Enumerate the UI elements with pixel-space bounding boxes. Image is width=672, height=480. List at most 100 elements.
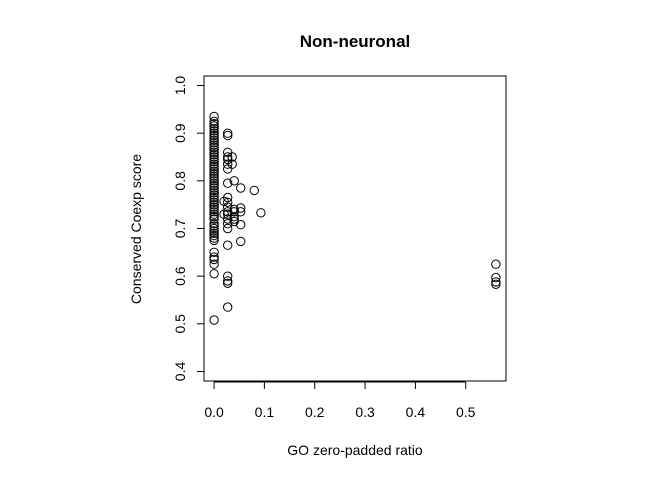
data-point	[223, 214, 233, 224]
data-point	[227, 152, 237, 162]
data-point	[209, 269, 219, 279]
x-tick-label: 0.5	[456, 404, 476, 420]
data-point	[209, 235, 219, 246]
data-point	[209, 147, 219, 158]
data-point	[229, 204, 239, 215]
data-point	[209, 180, 219, 191]
data-point	[209, 173, 219, 184]
data-point	[209, 207, 219, 217]
data-point	[209, 176, 219, 186]
data-point	[223, 152, 233, 162]
data-point	[219, 209, 229, 219]
data-point	[491, 279, 501, 289]
y-tick-label: 0.8	[172, 171, 188, 191]
data-point	[209, 192, 219, 203]
data-point	[209, 252, 219, 262]
data-point	[229, 214, 239, 224]
x-tick-label: 0.1	[255, 404, 275, 420]
data-point	[227, 159, 237, 169]
data-point	[209, 149, 219, 160]
data-point	[223, 223, 233, 234]
x-axis: 0.0 0.1 0.2 0.3 0.4 0.5	[204, 381, 476, 420]
data-point	[223, 197, 233, 208]
data-point	[256, 208, 266, 218]
data-point	[236, 236, 246, 247]
data-point	[209, 185, 219, 196]
data-point	[209, 159, 219, 169]
data-point	[209, 219, 219, 229]
data-point	[209, 202, 219, 212]
data-point	[209, 142, 219, 153]
data-point	[209, 204, 219, 215]
data-point	[236, 220, 246, 230]
y-tick-label: 0.6	[172, 266, 188, 286]
data-point	[209, 200, 219, 210]
data-point	[236, 207, 246, 217]
y-tick-label: 0.5	[172, 314, 188, 334]
data-point	[491, 272, 501, 283]
data-point	[209, 254, 219, 265]
data-point	[223, 240, 233, 250]
data-point	[209, 164, 219, 174]
data-point	[209, 188, 219, 198]
data-point	[209, 171, 219, 181]
data-point	[209, 223, 219, 234]
data-point	[209, 230, 219, 241]
data-point	[209, 116, 219, 127]
y-tick-label: 1.0	[172, 76, 188, 96]
data-point	[229, 176, 239, 186]
data-point	[209, 128, 219, 138]
data-point	[236, 203, 246, 213]
data-point	[209, 123, 219, 134]
data-point	[209, 138, 219, 148]
data-point	[209, 183, 219, 193]
x-axis-label: GO zero-padded ratio	[287, 442, 423, 458]
data-point	[209, 135, 219, 146]
x-tick-label: 0.0	[204, 404, 224, 420]
data-point	[209, 161, 219, 172]
data-point	[209, 178, 219, 188]
data-point	[223, 178, 233, 188]
data-point	[223, 130, 233, 141]
data-point	[209, 157, 219, 167]
y-tick-label: 0.7	[172, 219, 188, 239]
data-point	[223, 159, 233, 169]
data-point	[209, 214, 219, 224]
data-point	[491, 259, 501, 269]
data-point	[209, 111, 219, 122]
x-tick-label: 0.3	[355, 404, 375, 420]
data-point	[223, 128, 233, 138]
data-point	[209, 247, 219, 258]
data-point	[249, 185, 260, 196]
data-point	[223, 219, 233, 229]
data-point	[209, 130, 219, 141]
x-tick-label: 0.2	[305, 404, 325, 420]
data-point	[209, 169, 219, 179]
data-point	[236, 183, 246, 193]
y-axis: 0.4 0.5 0.6 0.7 0.8 0.9 1.0	[172, 76, 205, 382]
data-point	[209, 259, 219, 269]
data-point	[209, 211, 219, 222]
data-point	[209, 145, 219, 155]
data-point	[209, 119, 219, 129]
data-point	[491, 277, 501, 287]
data-point	[223, 302, 233, 312]
data-point	[209, 154, 219, 165]
chart-title: Non-neuronal	[300, 32, 411, 51]
data-point	[223, 276, 233, 286]
data-points	[209, 111, 501, 325]
data-point	[209, 315, 219, 325]
plot-frame	[203, 75, 507, 382]
data-point	[229, 211, 239, 222]
y-axis-label: Conserved Coexp score	[128, 154, 144, 304]
data-point	[209, 195, 219, 205]
data-point	[209, 209, 219, 219]
data-point	[209, 197, 219, 208]
data-point	[209, 152, 219, 162]
data-point	[209, 228, 219, 239]
data-point	[223, 278, 233, 288]
y-tick-label: 0.4	[172, 362, 188, 382]
data-point	[209, 233, 219, 243]
data-point	[209, 190, 219, 200]
